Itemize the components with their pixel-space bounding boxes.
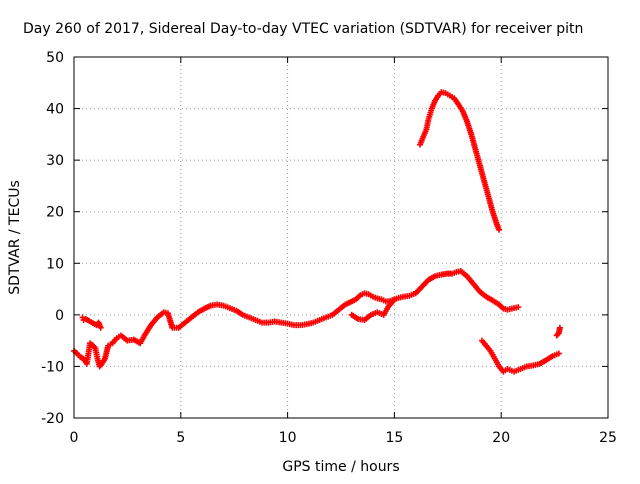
y-tick-label: 40	[46, 102, 64, 118]
x-tick-label: 10	[279, 430, 297, 446]
x-tick-label: 15	[385, 430, 403, 446]
data-points	[71, 89, 563, 375]
x-tick-label: 20	[492, 430, 510, 446]
data-point	[97, 324, 104, 331]
y-tick-label: 20	[46, 205, 64, 221]
data-point	[391, 296, 398, 303]
y-tick-label: -10	[41, 359, 64, 375]
x-tick-label: 0	[70, 430, 79, 446]
y-tick-label: 10	[46, 256, 64, 272]
x-axis-label: GPS time / hours	[282, 459, 399, 475]
data-point	[556, 324, 563, 331]
y-axis-label: SDTVAR / TECUs	[7, 180, 23, 295]
plot-frame	[73, 56, 609, 419]
y-tick-label: 0	[55, 308, 64, 324]
y-tick-label: -20	[41, 411, 64, 427]
axis-ticks: 0 5 10 15 20 25 -20 -10 0 10 20 30 40 50	[41, 50, 617, 446]
data-point	[555, 350, 562, 357]
x-tick-label: 25	[599, 430, 617, 446]
data-point	[496, 226, 503, 233]
grid	[74, 57, 608, 418]
data-point	[515, 304, 522, 311]
y-tick-label: 50	[46, 50, 64, 66]
chart-title: Day 260 of 2017, Sidereal Day-to-day VTE…	[23, 21, 583, 37]
x-tick-label: 5	[176, 430, 185, 446]
y-tick-label: 30	[46, 153, 64, 169]
